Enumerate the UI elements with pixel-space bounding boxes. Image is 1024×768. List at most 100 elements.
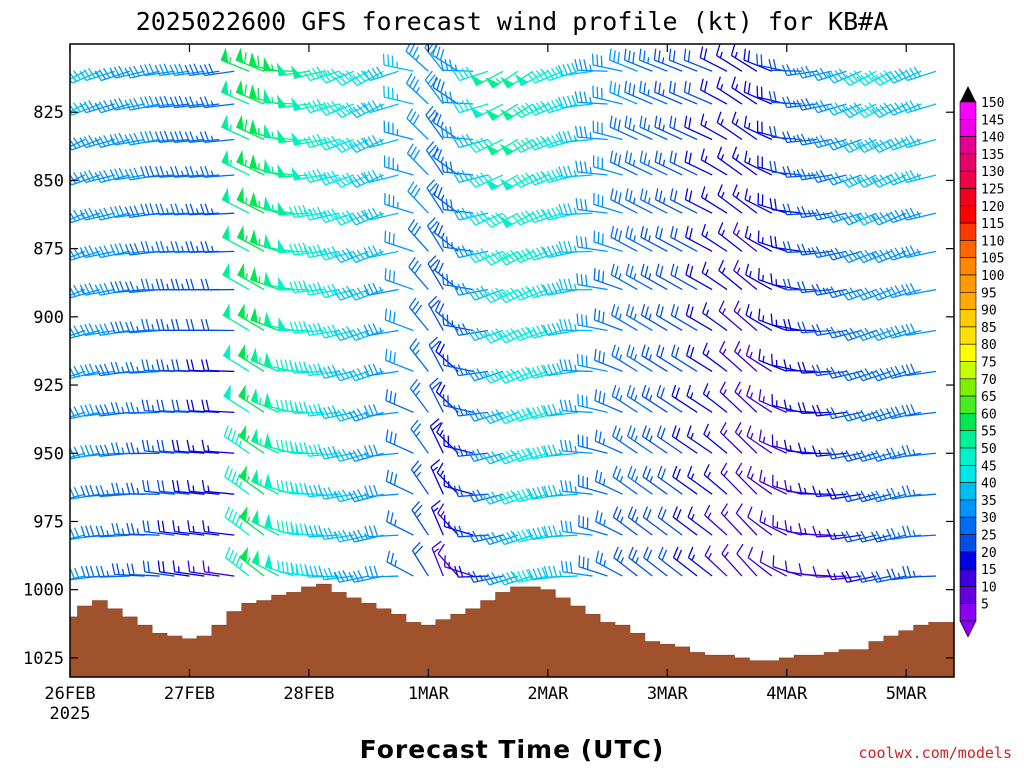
wind-barb: [591, 53, 623, 72]
wind-barb: [769, 125, 802, 141]
wind-barb: [70, 411, 86, 418]
wind-barb: [558, 203, 593, 216]
wind-barb: [685, 225, 713, 252]
wind-barb: [747, 546, 773, 577]
wind-barb: [125, 361, 160, 374]
wind-barb: [758, 429, 788, 454]
wind-barb: [721, 543, 743, 577]
wind-barb: [720, 462, 743, 495]
wind-barb: [641, 384, 668, 413]
wind-barb: [406, 108, 429, 140]
wind-barb: [290, 65, 324, 79]
wind-barb: [70, 412, 71, 414]
wind-barb: [468, 137, 504, 154]
wind-barb: [79, 363, 115, 377]
wind-barb: [560, 520, 593, 536]
wind-barb: [578, 555, 608, 577]
wind-barb: [200, 318, 235, 332]
colorbar-label: 80: [981, 338, 997, 353]
wind-barb: [841, 369, 877, 382]
colorbar-label: 45: [981, 459, 997, 474]
x-tick-label: 2MAR: [527, 684, 569, 704]
wind-barb: [609, 150, 638, 176]
wind-barb: [743, 80, 773, 105]
wind-barb: [383, 85, 414, 105]
wind-barb: [170, 203, 205, 216]
wind-barb: [594, 469, 623, 495]
colorbar-label: 70: [981, 373, 997, 388]
colorbar-label: 130: [981, 165, 1004, 180]
wind-barb: [717, 222, 743, 252]
wind-barb: [429, 377, 444, 413]
y-tick-label: 825: [33, 103, 64, 123]
wind-barb: [70, 493, 86, 499]
wind-barb: [841, 287, 877, 301]
wind-barb: [798, 522, 832, 536]
wind-barb: [595, 550, 623, 577]
wind-barb: [453, 444, 489, 457]
wind-barb: [443, 474, 474, 495]
wind-barb: [625, 263, 653, 291]
wind-barb: [333, 368, 369, 382]
colorbar-label: 125: [981, 183, 1004, 198]
wind-barb: [685, 263, 713, 291]
wind-barb: [594, 389, 623, 413]
wind-barb: [443, 434, 474, 454]
wind-barb: [841, 249, 877, 264]
wind-barb: [303, 244, 339, 259]
wind-barb: [574, 58, 608, 72]
wind-barb: [318, 445, 354, 460]
wind-barb: [797, 281, 832, 294]
wind-barb: [126, 563, 160, 577]
wind-barb: [902, 565, 937, 578]
wind-barb: [109, 65, 145, 79]
wind-barb: [687, 546, 713, 577]
colorbar-swatch: [959, 430, 977, 449]
wind-barb: [187, 560, 220, 577]
wind-barb: [841, 490, 877, 503]
wind-barb: [745, 263, 773, 291]
wind-barb: [70, 139, 71, 141]
wind-barb: [716, 146, 743, 176]
wind-barb: [250, 388, 280, 413]
wind-barb: [746, 465, 773, 495]
wind-barb: [542, 363, 578, 377]
wind-barb: [672, 546, 698, 577]
wind-barb: [703, 464, 728, 495]
wind-barb: [699, 46, 728, 72]
wind-barb: [542, 322, 578, 337]
wind-barb: [70, 289, 71, 291]
wind-barb: [202, 520, 235, 536]
wind-barb: [640, 304, 668, 332]
wind-barb: [291, 132, 324, 146]
wind-barb: [885, 137, 922, 151]
wind-barb: [745, 344, 773, 372]
credit-text: coolwx.com/models: [858, 744, 1012, 762]
y-axis: 825 850 875 900 925 950 975 1000 1025: [23, 103, 954, 669]
colorbar-swatch: [959, 603, 977, 622]
wind-barb: [782, 131, 817, 144]
wind-barb: [811, 208, 847, 221]
wind-barb: [201, 439, 235, 454]
wind-barb: [424, 70, 444, 105]
colorbar-swatch: [959, 188, 977, 207]
x-tick-label: 3MAR: [647, 684, 689, 704]
wind-barb: [79, 282, 115, 296]
wind-barb: [731, 76, 758, 105]
wind-barb: [543, 525, 578, 538]
colorbar-label: 30: [981, 511, 997, 526]
wind-barb: [671, 425, 698, 454]
wind-barb: [363, 169, 399, 184]
wind-barb: [171, 439, 205, 454]
wind-barb: [796, 97, 832, 111]
wind-barb: [870, 327, 907, 342]
wind-barb: [576, 353, 608, 373]
wind-barb: [560, 479, 593, 495]
wind-barb: [199, 131, 235, 144]
wind-barb: [291, 97, 324, 111]
wind-barb: [333, 489, 369, 503]
wind-barb: [672, 465, 698, 495]
wind-barb: [70, 330, 71, 332]
wind-barb: [303, 206, 339, 221]
wind-barb: [383, 155, 414, 176]
